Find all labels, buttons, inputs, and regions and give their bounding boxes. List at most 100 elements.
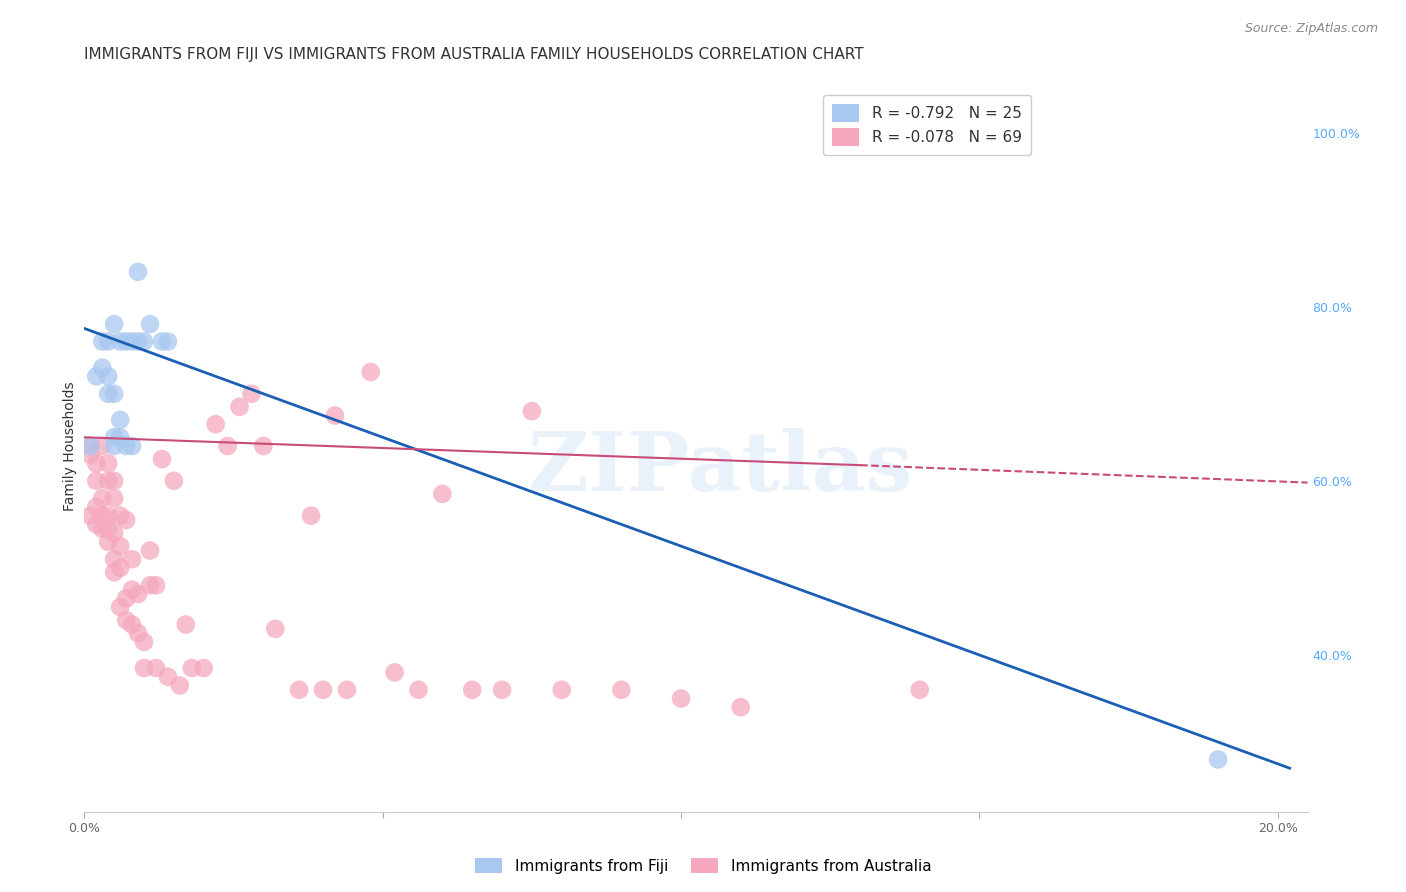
Point xyxy=(97,334,120,349)
Point xyxy=(299,508,322,523)
Point xyxy=(228,400,250,414)
Text: IMMIGRANTS FROM FIJI VS IMMIGRANTS FROM AUSTRALIA FAMILY HOUSEHOLDS CORRELATION : IMMIGRANTS FROM FIJI VS IMMIGRANTS FROM … xyxy=(84,47,863,62)
Point xyxy=(132,635,155,649)
Point xyxy=(432,487,454,501)
Point xyxy=(103,566,125,580)
Point xyxy=(288,682,311,697)
Point xyxy=(103,317,125,331)
Point xyxy=(150,452,173,467)
Point xyxy=(79,508,101,523)
Point xyxy=(97,369,120,384)
Point xyxy=(127,265,149,279)
Point xyxy=(139,578,162,592)
Point xyxy=(84,369,107,384)
Point xyxy=(103,552,125,566)
Point xyxy=(145,578,167,592)
Point xyxy=(139,317,162,331)
Point xyxy=(91,334,114,349)
Point xyxy=(127,587,149,601)
Point xyxy=(669,691,692,706)
Point xyxy=(139,543,162,558)
Point xyxy=(103,526,125,541)
Point xyxy=(264,622,287,636)
Point xyxy=(84,517,107,532)
Y-axis label: Family Households: Family Households xyxy=(63,381,77,511)
Point xyxy=(121,582,143,597)
Point xyxy=(461,682,484,697)
Point xyxy=(97,474,120,488)
Point xyxy=(84,457,107,471)
Point xyxy=(97,508,120,523)
Point xyxy=(115,613,138,627)
Point xyxy=(91,439,114,453)
Point xyxy=(384,665,406,680)
Text: ZIPatlas: ZIPatlas xyxy=(527,428,912,508)
Point xyxy=(121,439,143,453)
Point xyxy=(103,491,125,506)
Point xyxy=(103,474,125,488)
Point xyxy=(1206,752,1229,766)
Point xyxy=(132,661,155,675)
Point xyxy=(174,617,197,632)
Point xyxy=(108,561,131,575)
Point xyxy=(108,334,131,349)
Text: Source: ZipAtlas.com: Source: ZipAtlas.com xyxy=(1244,22,1378,36)
Point xyxy=(97,386,120,401)
Point xyxy=(908,682,931,697)
Point xyxy=(520,404,543,418)
Point xyxy=(312,682,335,697)
Point xyxy=(127,626,149,640)
Legend: R = -0.792   N = 25, R = -0.078   N = 69: R = -0.792 N = 25, R = -0.078 N = 69 xyxy=(823,95,1031,155)
Point xyxy=(108,508,131,523)
Point xyxy=(103,386,125,401)
Point xyxy=(551,682,574,697)
Point xyxy=(156,334,179,349)
Point xyxy=(491,682,513,697)
Point xyxy=(91,522,114,536)
Legend: Immigrants from Fiji, Immigrants from Australia: Immigrants from Fiji, Immigrants from Au… xyxy=(468,852,938,880)
Point xyxy=(163,474,186,488)
Point xyxy=(97,522,120,536)
Point xyxy=(91,360,114,375)
Point xyxy=(408,682,430,697)
Point xyxy=(150,334,173,349)
Point xyxy=(610,682,633,697)
Point xyxy=(336,682,359,697)
Point xyxy=(132,334,155,349)
Point xyxy=(108,600,131,615)
Point xyxy=(360,365,382,379)
Point xyxy=(217,439,239,453)
Point xyxy=(180,661,202,675)
Point xyxy=(156,670,179,684)
Point xyxy=(108,413,131,427)
Point xyxy=(169,678,191,692)
Point xyxy=(121,334,143,349)
Point xyxy=(84,474,107,488)
Point xyxy=(108,539,131,553)
Point xyxy=(97,534,120,549)
Point xyxy=(240,386,263,401)
Point xyxy=(79,448,101,462)
Point xyxy=(323,409,346,423)
Point xyxy=(252,439,274,453)
Point xyxy=(97,457,120,471)
Point xyxy=(79,439,101,453)
Point xyxy=(193,661,215,675)
Point xyxy=(115,591,138,606)
Point xyxy=(121,617,143,632)
Point xyxy=(204,417,226,432)
Point xyxy=(108,430,131,444)
Point xyxy=(91,508,114,523)
Point xyxy=(730,700,752,714)
Point xyxy=(145,661,167,675)
Point xyxy=(91,491,114,506)
Point xyxy=(121,552,143,566)
Point xyxy=(79,439,101,453)
Point xyxy=(115,439,138,453)
Point xyxy=(103,439,125,453)
Point xyxy=(115,513,138,527)
Point xyxy=(103,430,125,444)
Point xyxy=(115,334,138,349)
Point xyxy=(127,334,149,349)
Point xyxy=(84,500,107,514)
